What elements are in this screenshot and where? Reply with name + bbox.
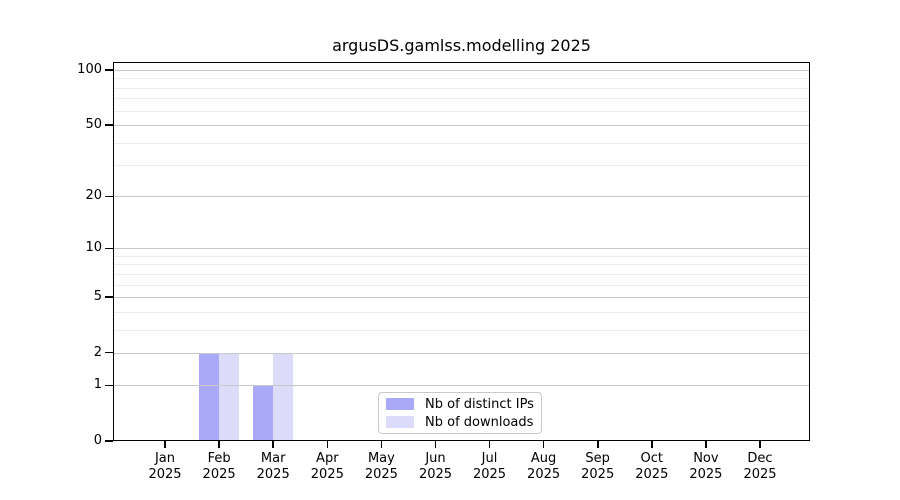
gridline-major-2 (113, 352, 810, 354)
gridline-minor-70 (113, 98, 810, 100)
y-tick-label-20: 20 (85, 188, 102, 204)
x-tick-year: 2025 (689, 467, 723, 482)
legend-swatch-distinct-ips (386, 398, 414, 410)
x-tick-year: 2025 (256, 467, 290, 482)
gridline-minor-40 (113, 142, 810, 144)
x-tick-label-dec: Dec 2025 (728, 451, 792, 483)
legend-label-distinct-ips: Nb of distinct IPs (425, 396, 534, 412)
x-tick-year: 2025 (743, 467, 777, 482)
x-tick-label-aug: Aug 2025 (512, 451, 576, 483)
x-tick-year: 2025 (418, 467, 453, 482)
x-tick-apr (326, 441, 328, 448)
x-tick-month: Oct (640, 451, 664, 466)
y-tick-2 (105, 351, 113, 354)
x-tick-month: Jan (154, 451, 176, 466)
y-tick-10 (105, 247, 113, 249)
x-tick-label-may: May 2025 (349, 451, 413, 483)
x-tick-label-jul: Jul 2025 (458, 451, 522, 483)
x-tick-year: 2025 (472, 467, 507, 482)
x-tick-sep (597, 441, 599, 448)
bar-nb-of-downloads-feb (219, 352, 240, 441)
gridline-minor-30 (113, 164, 810, 166)
x-tick-label-mar: Mar 2025 (241, 451, 305, 483)
gridline-minor-8 (113, 264, 810, 266)
gridline-minor-80 (113, 87, 810, 89)
y-tick-100 (105, 69, 113, 71)
x-tick-month: Sep (585, 451, 610, 466)
gridline-minor-6 (113, 284, 810, 286)
y-tick-label-0: 0 (93, 433, 102, 448)
x-tick-label-jun: Jun 2025 (404, 451, 468, 483)
bar-nb-of-distinct-ips-feb (199, 352, 220, 441)
x-tick-aug (542, 441, 545, 448)
bar-nb-of-distinct-ips-mar (253, 385, 274, 441)
x-tick-label-nov: Nov 2025 (674, 451, 738, 483)
bar-nb-of-downloads-mar (273, 352, 294, 441)
gridline-minor-3 (113, 329, 810, 331)
x-tick-month: Aug (530, 451, 557, 466)
x-tick-label-sep: Sep 2025 (566, 451, 630, 483)
plot-area (113, 62, 810, 441)
gridline-minor-60 (113, 110, 810, 112)
gridline-minor-4 (113, 311, 810, 313)
legend: Nb of distinct IPs Nb of downloads (378, 392, 542, 434)
y-tick-0 (105, 440, 113, 442)
x-tick-year: 2025 (202, 467, 236, 482)
x-tick-year: 2025 (364, 467, 398, 482)
x-tick-label-feb: Feb 2025 (187, 451, 251, 483)
x-tick-year: 2025 (581, 467, 615, 482)
gridline-minor-9 (113, 255, 810, 257)
x-tick-nov (705, 441, 707, 448)
legend-item-distinct-ips: Nb of distinct IPs (386, 396, 534, 412)
x-tick-dec (759, 441, 761, 448)
x-tick-mar (272, 441, 274, 448)
x-tick-month: Dec (747, 451, 773, 466)
gridline-major-5 (113, 297, 810, 298)
x-tick-month: Jul (481, 451, 498, 466)
x-tick-month: Mar (260, 451, 286, 466)
y-tick-label-100: 100 (77, 62, 102, 77)
x-tick-label-oct: Oct 2025 (620, 451, 684, 483)
y-tick-1 (105, 384, 113, 386)
gridline-minor-7 (113, 273, 810, 275)
chart-title: argusDS.gamlss.modelling 2025 (332, 36, 591, 55)
gridline-major-1 (113, 385, 810, 387)
x-tick-month: May (367, 451, 395, 466)
x-tick-jul (488, 441, 491, 448)
gridline-major-10 (113, 248, 810, 250)
x-tick-jun (434, 441, 437, 448)
x-tick-jan (164, 441, 166, 448)
legend-swatch-downloads (386, 416, 414, 428)
x-tick-year: 2025 (310, 467, 344, 482)
x-tick-label-jan: Jan 2025 (133, 451, 197, 483)
x-tick-month: Jun (425, 451, 446, 466)
x-tick-year: 2025 (148, 467, 182, 482)
gridline-major-50 (113, 124, 810, 126)
legend-item-downloads: Nb of downloads (386, 415, 533, 430)
y-tick-label-50: 50 (85, 116, 102, 132)
y-tick-50 (105, 124, 113, 126)
y-tick-20 (105, 195, 113, 197)
legend-label-downloads: Nb of downloads (425, 414, 534, 430)
y-tick-label-2: 2 (93, 344, 102, 360)
y-tick-label-5: 5 (93, 289, 102, 304)
x-tick-month: Feb (207, 451, 231, 466)
x-tick-year: 2025 (635, 467, 669, 482)
y-tick-5 (105, 296, 113, 298)
x-tick-feb (218, 441, 220, 448)
y-tick-label-1: 1 (93, 377, 102, 393)
x-tick-year: 2025 (527, 467, 561, 482)
x-tick-month: Apr (316, 451, 339, 466)
y-tick-label-10: 10 (85, 240, 102, 256)
x-tick-month: Nov (693, 451, 719, 466)
x-tick-oct (651, 441, 653, 448)
gridline-major-20 (113, 196, 810, 198)
x-tick-label-apr: Apr 2025 (295, 451, 359, 483)
gridline-minor-90 (113, 78, 810, 80)
gridline-major-100 (113, 70, 810, 71)
x-tick-may (380, 441, 383, 448)
